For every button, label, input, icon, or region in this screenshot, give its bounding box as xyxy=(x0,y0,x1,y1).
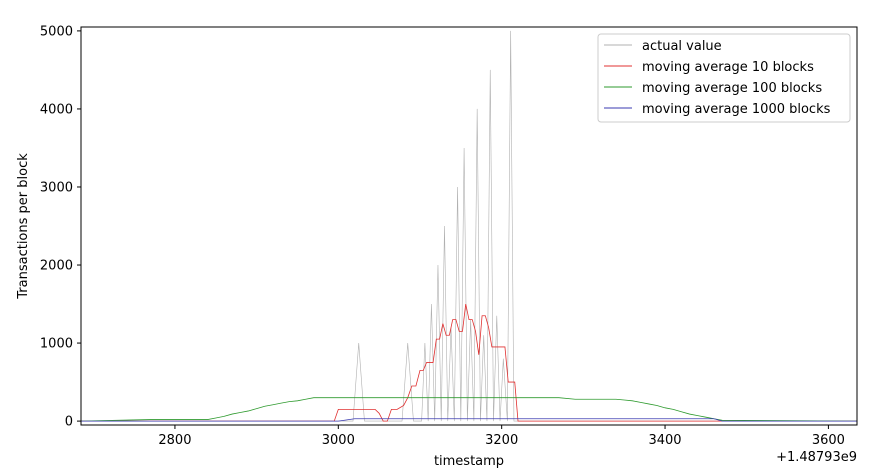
x-tick-label: 3600 xyxy=(812,433,845,448)
legend: actual value moving average 10 blocks movi… xyxy=(597,33,851,123)
legend-entry: moving average 1000 blocks xyxy=(642,102,831,117)
y-axis-ticks: 0 1000 2000 3000 4000 5000 xyxy=(40,24,81,430)
x-tick-label: 2800 xyxy=(158,433,191,448)
y-tick-label: 5000 xyxy=(40,24,73,39)
y-tick-label: 2000 xyxy=(40,259,73,274)
x-axis-label: timestamp xyxy=(434,454,504,469)
series-line-4 xyxy=(81,418,857,422)
series-layer xyxy=(81,30,857,422)
series-line-1 xyxy=(81,30,857,422)
x-tick-label: 3000 xyxy=(322,433,355,448)
legend-box xyxy=(597,33,851,123)
y-axis-label: Transactions per block xyxy=(16,153,31,300)
x-axis-offset-label: +1.48793e9 xyxy=(776,450,857,465)
x-tick-label: 3200 xyxy=(485,433,518,448)
y-tick-label: 4000 xyxy=(40,102,73,117)
y-tick-label: 3000 xyxy=(40,180,73,195)
legend-entry: moving average 100 blocks xyxy=(642,81,822,96)
series-line-2 xyxy=(81,303,857,422)
legend-entry: actual value xyxy=(642,39,722,54)
x-axis-ticks: 2800 3000 3200 3400 3600 xyxy=(158,425,845,448)
y-tick-label: 1000 xyxy=(40,337,73,352)
y-tick-label: 0 xyxy=(65,415,73,430)
plot-area-frame xyxy=(80,26,858,426)
legend-entry: moving average 10 blocks xyxy=(642,60,814,75)
series-line-3 xyxy=(81,397,857,422)
x-tick-label: 3400 xyxy=(648,433,681,448)
